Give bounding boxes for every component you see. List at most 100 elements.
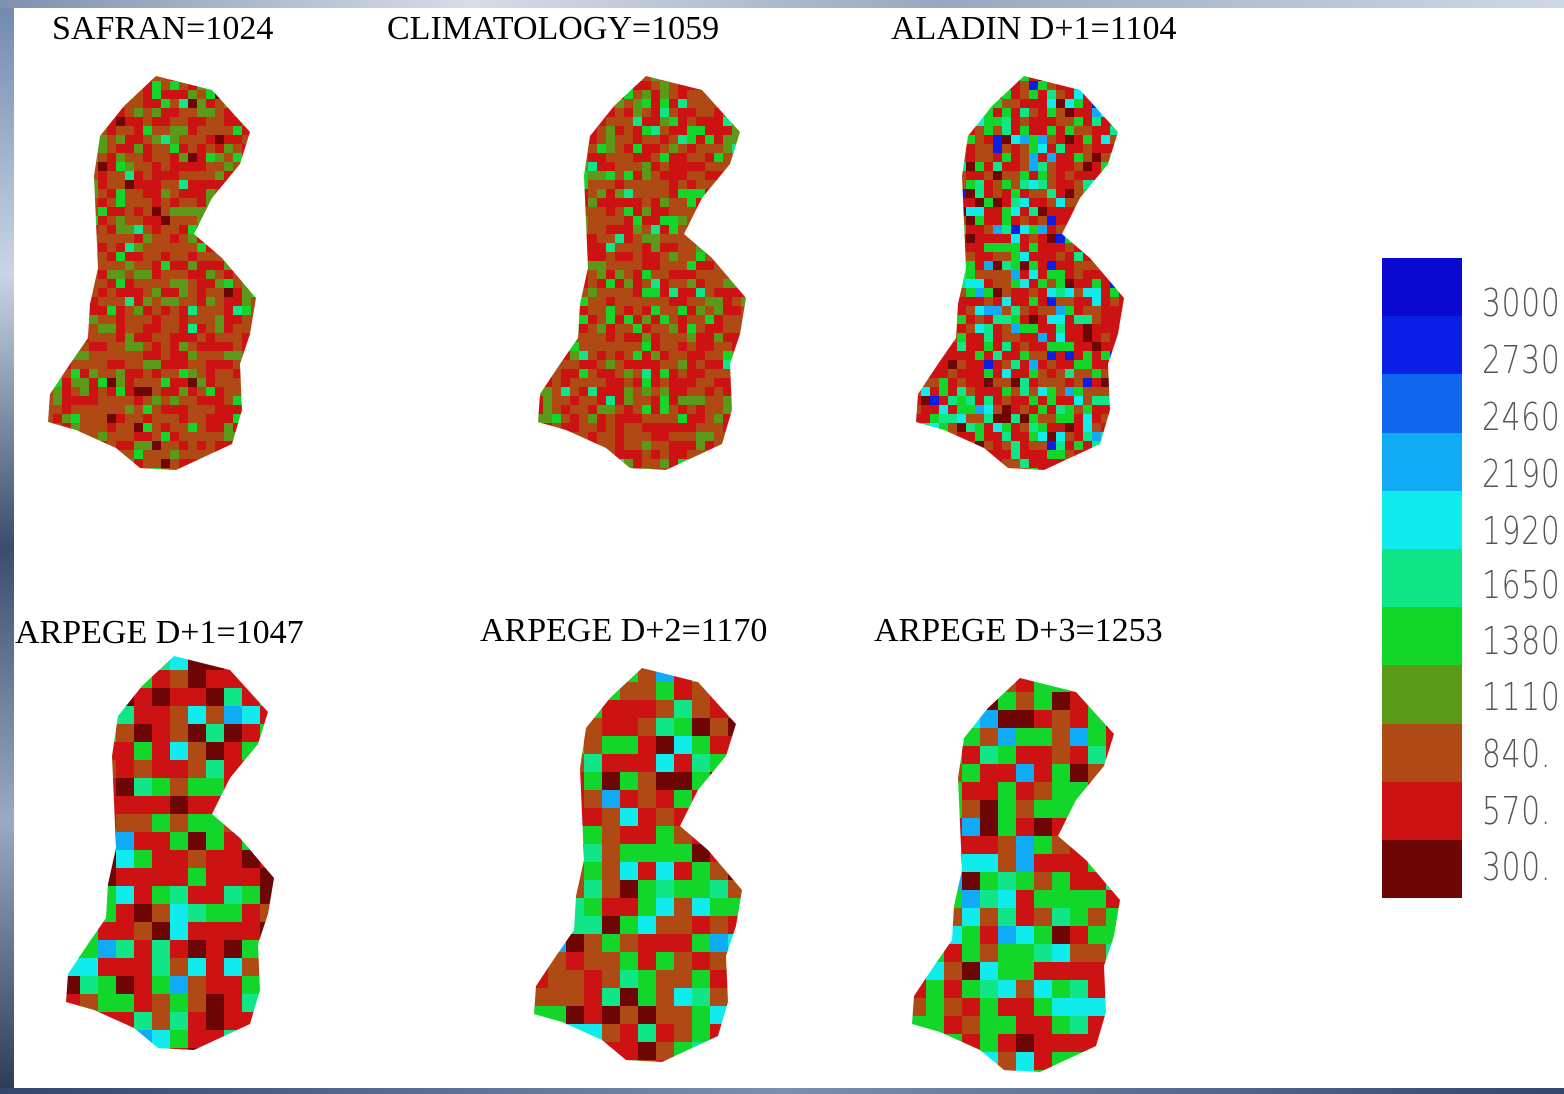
raster-cell (566, 790, 585, 809)
raster-cell (705, 99, 715, 109)
raster-cell (1119, 225, 1124, 235)
raster-cell (723, 135, 733, 145)
raster-cell (53, 315, 63, 325)
raster-cell (125, 450, 135, 460)
raster-cell (224, 198, 234, 208)
raster-cell (962, 746, 981, 765)
raster-cell (1101, 405, 1111, 415)
raster-cell (251, 405, 256, 415)
raster-cell (233, 207, 243, 217)
raster-cell (161, 270, 171, 280)
raster-cell (921, 324, 931, 334)
raster-cell (538, 306, 544, 316)
raster-cell (1047, 144, 1057, 154)
raster-cell (1020, 144, 1030, 154)
raster-cell (152, 198, 162, 208)
raster-cell (1029, 198, 1039, 208)
raster-cell (125, 180, 135, 190)
raster-cell (633, 378, 643, 388)
raster-cell (179, 468, 189, 470)
raster-cell (552, 423, 562, 433)
raster-cell (642, 144, 652, 154)
raster-cell (705, 153, 715, 163)
raster-cell (116, 459, 126, 469)
basin-raster (538, 76, 746, 470)
raster-cell (1056, 306, 1066, 316)
raster-cell (561, 279, 571, 289)
raster-cell (926, 890, 945, 909)
raster-cell (1083, 90, 1093, 100)
raster-cell (916, 99, 922, 109)
raster-cell (543, 288, 553, 298)
raster-cell (1083, 306, 1093, 316)
raster-cell (242, 351, 252, 361)
raster-cell (116, 126, 126, 136)
raster-cell (656, 844, 675, 863)
raster-cell (975, 351, 985, 361)
raster-cell (948, 423, 958, 433)
raster-cell (1002, 459, 1012, 469)
raster-cell (732, 279, 742, 289)
raster-cell (975, 225, 985, 235)
raster-cell (1070, 710, 1089, 729)
raster-cell (993, 243, 1003, 253)
raster-cell (1038, 423, 1048, 433)
raster-cell (1047, 90, 1057, 100)
raster-cell (152, 760, 171, 779)
raster-cell (152, 468, 162, 470)
raster-cell (206, 288, 216, 298)
raster-cell (696, 207, 706, 217)
raster-cell (669, 135, 679, 145)
raster-cell (714, 171, 724, 181)
raster-cell (687, 396, 697, 406)
raster-cell (1065, 333, 1075, 343)
raster-cell (714, 279, 724, 289)
raster-cell (1092, 180, 1102, 190)
raster-cell (134, 279, 144, 289)
raster-cell (975, 171, 985, 181)
raster-cell (962, 1052, 981, 1071)
raster-cell (538, 360, 544, 370)
raster-cell (615, 360, 625, 370)
raster-cell (161, 135, 171, 145)
raster-cell (588, 234, 598, 244)
raster-cell (89, 261, 99, 271)
raster-cell (926, 926, 945, 945)
raster-cell (1106, 908, 1120, 927)
raster-cell (1011, 162, 1021, 172)
raster-cell (1092, 81, 1102, 91)
raster-cell (1065, 198, 1075, 208)
raster-cell (1056, 423, 1066, 433)
raster-cell (633, 189, 643, 199)
raster-cell (966, 135, 976, 145)
raster-cell (53, 459, 63, 469)
raster-cell (962, 1016, 981, 1035)
raster-cell (206, 423, 216, 433)
raster-cell (723, 369, 733, 379)
raster-cell (116, 670, 135, 689)
raster-cell (674, 880, 693, 899)
raster-cell (714, 153, 724, 163)
raster-cell (624, 378, 634, 388)
raster-cell (188, 117, 198, 127)
raster-cell (1065, 288, 1075, 298)
raster-cell (561, 297, 571, 307)
raster-cell (1002, 180, 1012, 190)
raster-cell (538, 171, 544, 181)
raster-cell (678, 351, 688, 361)
raster-cell (606, 261, 616, 271)
raster-cell (584, 718, 603, 737)
raster-cell (98, 76, 108, 82)
raster-cell (939, 342, 949, 352)
raster-cell (638, 880, 657, 899)
raster-cell (984, 90, 994, 100)
raster-cell (552, 76, 562, 82)
raster-cell (179, 198, 189, 208)
raster-cell (705, 171, 715, 181)
raster-cell (1034, 998, 1053, 1017)
raster-cell (206, 414, 216, 424)
raster-cell (215, 270, 225, 280)
raster-cell (233, 288, 243, 298)
raster-cell (606, 162, 616, 172)
raster-cell (251, 135, 256, 145)
